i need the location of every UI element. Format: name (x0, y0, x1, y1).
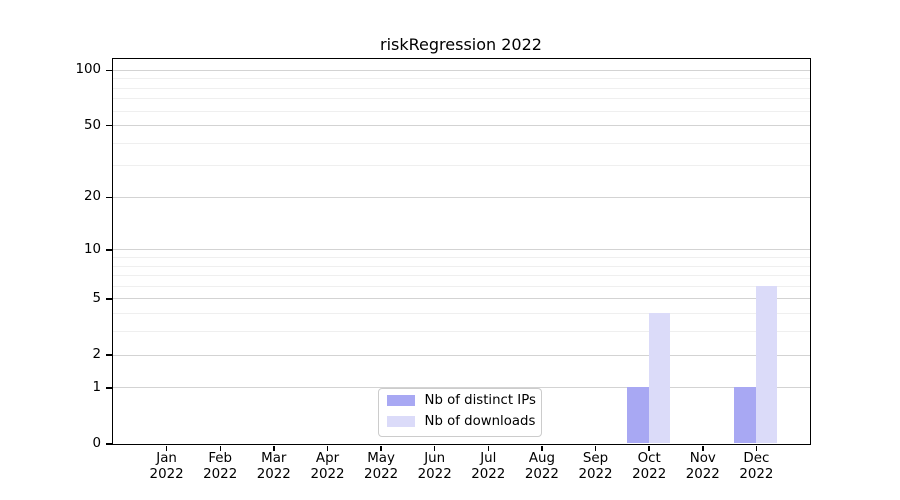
y-tick-label: 5 (92, 290, 101, 306)
gridline-minor (112, 257, 810, 258)
x-tick-label-dec: Dec 2022 (721, 451, 791, 482)
y-tick-label: 50 (83, 117, 101, 133)
gridline-minor (112, 331, 810, 333)
y-tick (106, 298, 112, 300)
x-tick-label-jun: Jun 2022 (400, 451, 470, 482)
x-tick-month: Jul (480, 451, 497, 466)
x-tick-month: Oct (637, 451, 661, 466)
x-tick (165, 445, 168, 451)
x-tick (541, 445, 543, 451)
gridline-minor (112, 142, 810, 144)
x-tick-label-may: May 2022 (346, 451, 416, 482)
legend-label-downloads: Nb of downloads (424, 413, 536, 429)
x-tick (380, 445, 382, 451)
gridline-minor (112, 313, 810, 315)
gridline-minor (112, 110, 810, 112)
y-tick (106, 443, 112, 445)
x-tick-year: 2022 (578, 466, 613, 482)
x-tick-month: Apr (315, 451, 340, 466)
y-tick (106, 387, 112, 389)
x-tick-month: Feb (208, 451, 233, 466)
x-tick (326, 445, 329, 451)
y-tick (106, 354, 112, 356)
x-tick-label-jul: Jul 2022 (453, 451, 523, 482)
y-tick-label: 0 (92, 436, 101, 451)
gridline-minor (112, 87, 810, 89)
x-tick-year: 2022 (524, 466, 559, 482)
x-tick-year: 2022 (149, 466, 184, 482)
x-tick-year: 2022 (310, 466, 345, 482)
x-tick-year: 2022 (417, 466, 452, 482)
x-tick-month: Mar (261, 451, 287, 466)
y-tick-label: 1 (92, 379, 101, 395)
x-tick-label-nov: Nov 2022 (668, 451, 738, 482)
legend-label-distinct-ips: Nb of distinct IPs (424, 392, 536, 408)
x-tick-label-sep: Sep 2022 (561, 451, 631, 482)
gridline-major (112, 354, 810, 356)
gridline-minor (112, 285, 810, 287)
legend-item-distinct-ips: Nb of distinct IPs (379, 390, 541, 411)
legend-swatch-distinct-ips (386, 394, 415, 406)
x-tick-label-aug: Aug 2022 (507, 451, 577, 482)
x-tick-year: 2022 (685, 466, 720, 482)
x-tick-label-mar: Mar 2022 (239, 451, 309, 482)
bar-downloads-oct (648, 313, 671, 444)
x-tick-label-jan: Jan 2022 (132, 451, 202, 482)
legend: Nb of distinct IPs Nb of downloads (377, 387, 542, 437)
x-tick-label-apr: Apr 2022 (293, 451, 363, 482)
bar-downloads-dec (755, 285, 778, 444)
gridline-major (112, 196, 810, 198)
x-tick-month: Jun (424, 451, 446, 466)
x-tick-year: 2022 (364, 466, 399, 482)
x-tick (648, 445, 650, 451)
y-tick-label: 20 (83, 189, 101, 205)
chart-title: riskRegression 2022 (380, 35, 542, 54)
y-tick (106, 196, 112, 199)
x-tick (594, 445, 597, 451)
x-tick (487, 445, 490, 451)
gridline-minor (112, 78, 810, 80)
x-tick-year: 2022 (471, 466, 506, 482)
gridline-minor (112, 165, 810, 167)
x-tick-month: Sep (582, 451, 609, 466)
x-tick (433, 445, 436, 451)
bar-distinct-ips-oct (627, 387, 649, 444)
y-tick-label: 2 (92, 347, 101, 362)
x-tick-label-oct: Oct 2022 (614, 451, 684, 482)
x-tick-month: May (367, 451, 395, 466)
x-tick-year: 2022 (632, 466, 667, 482)
gridline-minor (112, 265, 810, 267)
gridline-minor (112, 98, 810, 100)
x-tick-month: Dec (743, 451, 770, 466)
y-tick-label: 10 (83, 241, 101, 257)
legend-item-downloads: Nb of downloads (379, 411, 541, 432)
x-tick (702, 445, 704, 451)
x-tick (755, 445, 758, 451)
x-tick (219, 445, 221, 451)
y-tick (106, 249, 112, 251)
x-tick-month: Aug (528, 451, 555, 466)
y-tick (106, 124, 112, 127)
x-tick-month: Jan (156, 451, 177, 466)
x-tick-label-feb: Feb 2022 (185, 451, 255, 482)
bar-distinct-ips-dec (734, 387, 756, 444)
x-tick-month: Nov (689, 451, 716, 466)
x-tick-year: 2022 (739, 466, 774, 482)
gridline-major (112, 125, 810, 127)
legend-swatch-downloads (386, 415, 415, 427)
x-tick-year: 2022 (203, 466, 238, 482)
y-tick (106, 69, 112, 71)
gridline-major (112, 249, 810, 251)
y-tick-label: 100 (75, 62, 101, 78)
gridline-major (112, 69, 810, 71)
gridline-major (112, 298, 810, 300)
x-tick-year: 2022 (256, 466, 291, 482)
plot-area: Nb of distinct IPs Nb of downloads (111, 57, 811, 445)
gridline-minor (112, 275, 810, 277)
x-tick (273, 445, 275, 451)
